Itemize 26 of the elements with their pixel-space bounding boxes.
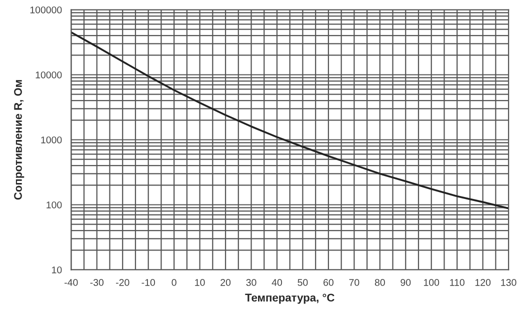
x-tick-label: -20 xyxy=(116,279,130,286)
x-axis-title: Температура, °C xyxy=(245,294,334,304)
x-tick-label: 10 xyxy=(195,279,205,286)
x-tick-label: 0 xyxy=(172,279,176,286)
x-tick-label: 40 xyxy=(272,279,282,286)
x-tick-label: 30 xyxy=(246,279,256,286)
x-tick-label: 130 xyxy=(501,279,516,286)
x-tick-label: 100 xyxy=(424,279,440,286)
x-tick-label: 80 xyxy=(374,279,385,286)
y-tick-label: 10000 xyxy=(36,71,62,78)
y-tick-label: 100 xyxy=(46,201,62,208)
y-tick-label: 10 xyxy=(52,266,62,274)
x-tick-label: 20 xyxy=(220,279,231,286)
y-tick-label: 100000 xyxy=(30,6,62,14)
line-series xyxy=(71,31,509,210)
x-tick-label: -30 xyxy=(90,279,104,286)
x-tick-label: 70 xyxy=(349,279,360,286)
x-tick-label: 120 xyxy=(475,279,491,286)
x-tick-label: 90 xyxy=(400,279,411,286)
x-tick-label: 50 xyxy=(298,279,308,286)
y-axis-title: Сопротивление R, Ом xyxy=(14,80,24,200)
x-tick-label: -40 xyxy=(64,279,78,286)
x-tick-label: 110 xyxy=(450,279,464,286)
x-tick-label: 60 xyxy=(324,279,334,286)
y-tick-label: 1000 xyxy=(41,136,62,144)
x-tick-label: -10 xyxy=(142,279,155,286)
